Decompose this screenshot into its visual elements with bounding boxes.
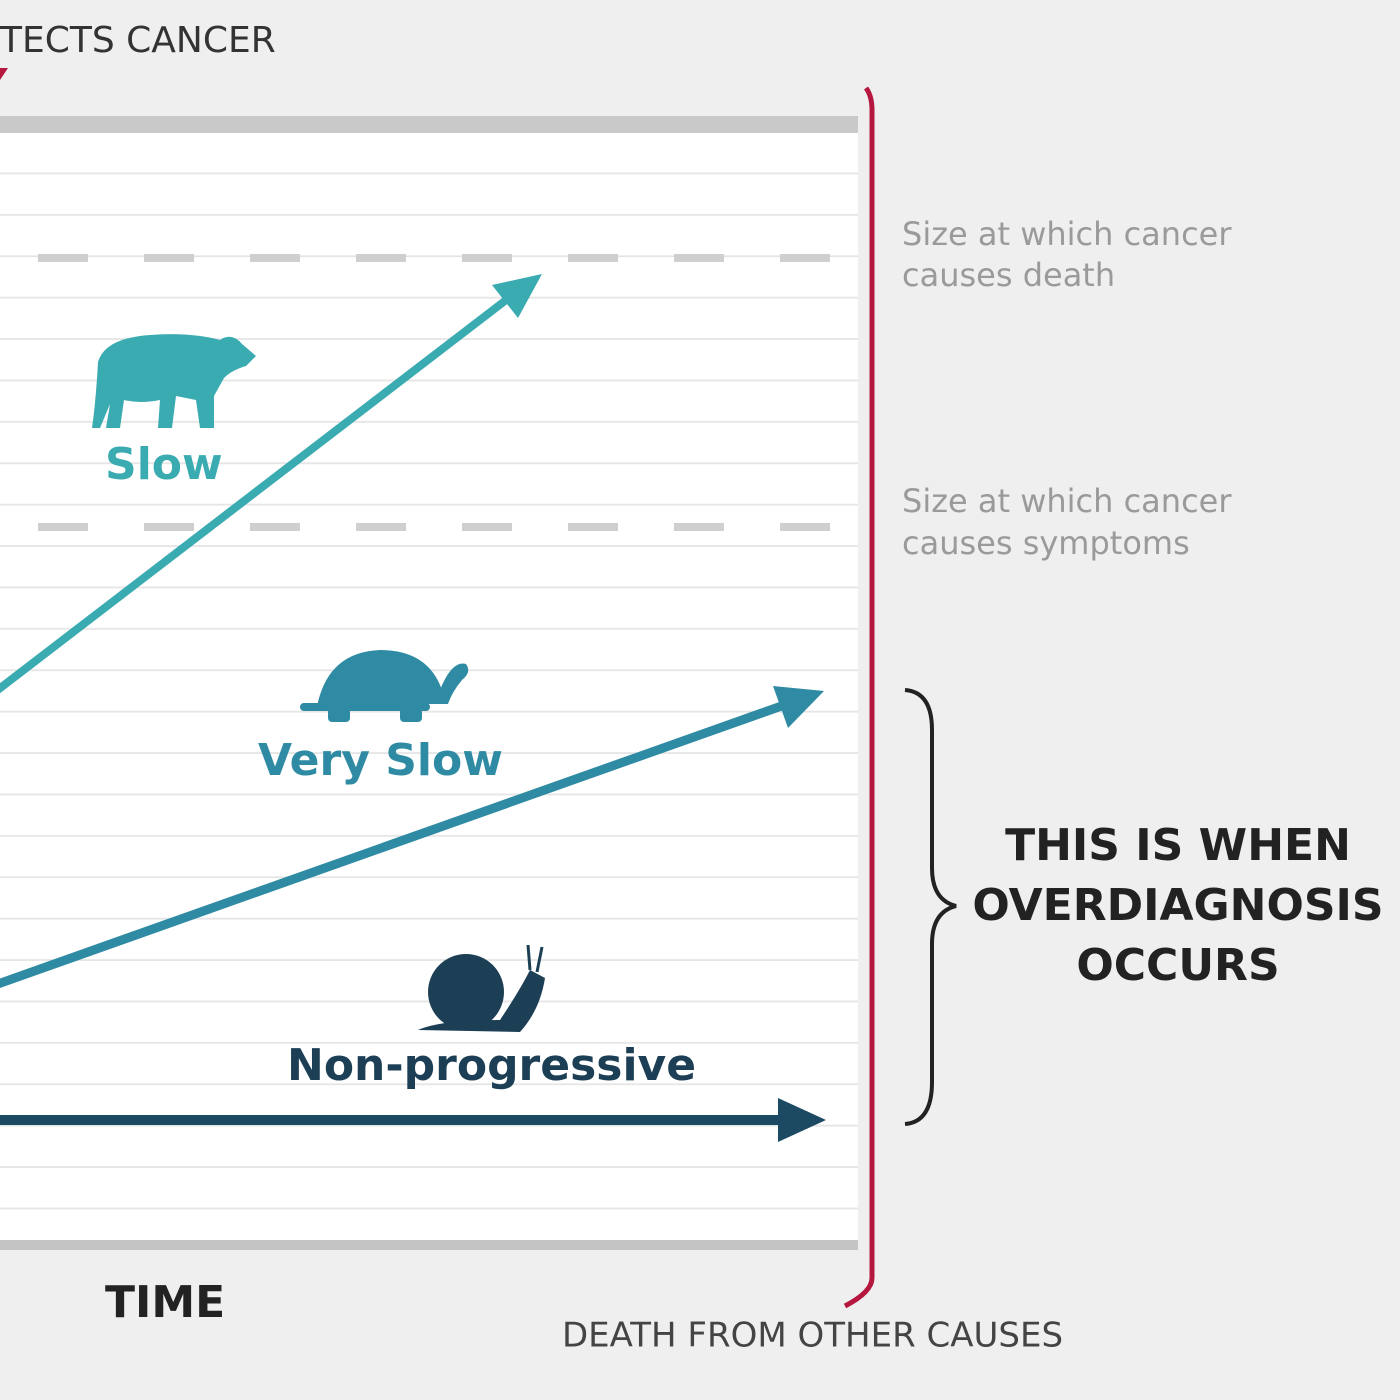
threshold-label: causes death <box>902 256 1115 294</box>
callout-text: THIS IS WHEN <box>1005 820 1351 871</box>
growth-label: Slow <box>105 439 223 490</box>
bear-icon <box>92 334 256 428</box>
growth-label: Non-progressive <box>287 1040 696 1091</box>
non-progressive-arrow <box>0 1098 826 1142</box>
callout-text: OVERDIAGNOSIS <box>972 880 1383 931</box>
bottom-bar <box>0 1240 858 1250</box>
brace <box>904 688 957 1126</box>
threshold-label: causes symptoms <box>902 524 1190 562</box>
death-line <box>843 86 875 1309</box>
top-bar <box>0 116 858 133</box>
growth-label: Very Slow <box>258 735 503 786</box>
end-marker-label: DEATH FROM OTHER CAUSES <box>562 1316 1063 1356</box>
header-marker <box>0 68 8 80</box>
threshold-label: Size at which cancer <box>902 482 1232 520</box>
turtle-icon <box>300 650 469 722</box>
threshold-label: Size at which cancer <box>902 215 1232 253</box>
x-axis-label: TIME <box>105 1277 225 1328</box>
very-slow-arrow <box>0 686 824 989</box>
slow-arrow <box>0 274 542 694</box>
header-title: TECTS CANCER <box>0 20 276 61</box>
callout-text: OCCURS <box>1076 940 1279 991</box>
snail-icon <box>418 944 545 1032</box>
